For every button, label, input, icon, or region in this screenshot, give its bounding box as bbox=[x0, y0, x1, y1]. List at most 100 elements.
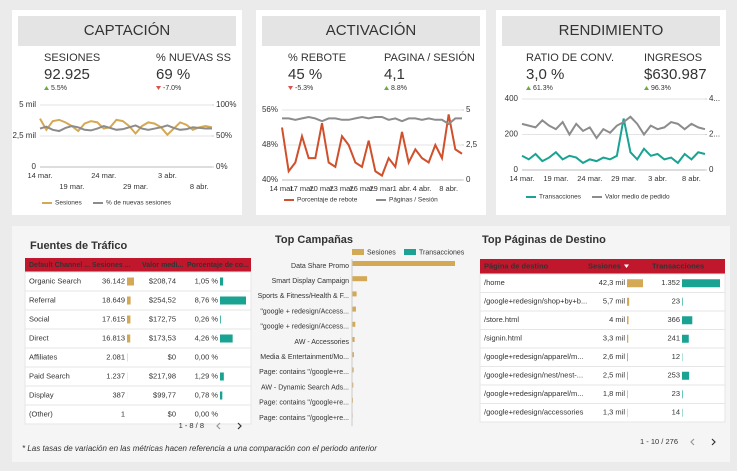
conversion: 0,00 % bbox=[195, 409, 219, 418]
sessions-bar bbox=[627, 353, 628, 362]
metric-label: RATIO DE CONV. bbox=[526, 52, 614, 64]
transactions: 23 bbox=[672, 297, 680, 306]
category-label: AW - Accessories bbox=[294, 339, 349, 346]
transactions: 1.352 bbox=[661, 278, 680, 287]
change-arrow bbox=[644, 86, 649, 90]
metric-change: 61.3% bbox=[533, 85, 553, 92]
change-arrow bbox=[288, 86, 293, 90]
legend-label: Páginas / Sesión bbox=[389, 197, 438, 204]
channel: Paid Search bbox=[29, 371, 70, 380]
metric-label: % NUEVAS SS bbox=[156, 52, 231, 64]
sessions-bar bbox=[627, 279, 643, 288]
legend-label: Transacciones bbox=[539, 194, 582, 201]
category-label: Sports & Fitness/Health & F... bbox=[258, 293, 349, 300]
channel: Direct bbox=[29, 333, 50, 342]
avg-value: $0 bbox=[168, 352, 176, 361]
y-tick-label: 56% bbox=[262, 105, 278, 114]
conversion-bar bbox=[220, 277, 224, 286]
page-path: /home bbox=[484, 278, 505, 287]
y2-tick-label: 5 bbox=[466, 105, 471, 114]
sessions-bar bbox=[627, 297, 630, 306]
column-header: Porcentaje de co... bbox=[187, 262, 249, 269]
series-line bbox=[39, 124, 212, 133]
x-tick-label: 24 mar. bbox=[91, 171, 116, 180]
next-page[interactable] bbox=[237, 422, 242, 430]
y-tick-label: 400 bbox=[505, 94, 519, 103]
bar bbox=[352, 306, 356, 312]
sessions: 1 bbox=[121, 409, 125, 418]
metric-label: SESIONES bbox=[44, 52, 100, 64]
x-tick-label: 14 mar. bbox=[27, 171, 52, 180]
channel: Display bbox=[29, 390, 54, 399]
conversion: 8,76 % bbox=[195, 295, 219, 304]
x-tick-label: 29 mar. bbox=[369, 184, 394, 193]
avg-value: $172,75 bbox=[149, 314, 176, 323]
sessions-bar bbox=[127, 334, 131, 343]
category-label: Page: contains "/google+re... bbox=[259, 369, 349, 376]
next-page[interactable] bbox=[711, 438, 716, 446]
avg-value: $0 bbox=[168, 409, 176, 418]
sessions: 36.142 bbox=[102, 276, 125, 285]
y2-tick-label: 2... bbox=[709, 130, 720, 139]
avg-value: $99,77 bbox=[153, 390, 176, 399]
prev-page[interactable] bbox=[690, 438, 695, 446]
column-header: Valor medi... bbox=[142, 262, 183, 269]
metric-value: 69 % bbox=[156, 66, 190, 83]
chart-title: Top Campañas bbox=[275, 234, 353, 246]
transactions: 253 bbox=[667, 371, 680, 380]
category-label: "google + redesign/Access... bbox=[260, 324, 349, 331]
table-header bbox=[480, 259, 725, 274]
series-line bbox=[281, 114, 463, 178]
x-tick-label: 3 abr. bbox=[648, 174, 667, 183]
page-path: /store.html bbox=[484, 315, 519, 324]
bar bbox=[352, 337, 355, 342]
metric-label: INGRESOS bbox=[644, 52, 702, 64]
bar bbox=[352, 352, 354, 358]
column-header: Sesiones bbox=[588, 261, 621, 270]
transactions-bar bbox=[682, 390, 683, 399]
series-line bbox=[521, 115, 706, 140]
prev-page[interactable] bbox=[216, 422, 221, 430]
metric-label: PAGINA / SESIÓN bbox=[384, 51, 475, 64]
x-tick-label: 29 mar. bbox=[611, 174, 636, 183]
sessions: 1.237 bbox=[106, 371, 125, 380]
column-header: Default Channel ... bbox=[29, 262, 90, 269]
sessions: 18.649 bbox=[102, 295, 125, 304]
column-header: Sesiones ... bbox=[92, 262, 131, 269]
y2-tick-label: 0% bbox=[216, 162, 228, 171]
avg-value: $217,98 bbox=[149, 371, 176, 380]
pagination: 1 - 10 / 276 bbox=[640, 437, 678, 446]
metric-change: 8.8% bbox=[391, 85, 407, 92]
y-tick-label: 40% bbox=[262, 175, 278, 184]
x-tick-label: 26 mar. bbox=[349, 184, 374, 193]
sessions: 2,6 mil bbox=[603, 352, 625, 361]
legend-swatch bbox=[404, 249, 416, 255]
series-line bbox=[521, 118, 706, 165]
change-arrow bbox=[44, 86, 49, 90]
conversion-bar bbox=[220, 391, 223, 400]
metric-value: 4,1 bbox=[384, 66, 405, 83]
metric-change: 96.3% bbox=[651, 85, 671, 92]
x-tick-label: 19 mar. bbox=[59, 182, 84, 191]
sessions-bar bbox=[127, 277, 134, 286]
page-path: /signin.html bbox=[484, 334, 522, 343]
sessions: 16.813 bbox=[102, 333, 125, 342]
series-line bbox=[39, 118, 213, 137]
x-tick-label: 19 mar. bbox=[543, 174, 568, 183]
conversion-bar bbox=[220, 334, 233, 343]
x-tick-label: 3 abr. bbox=[158, 171, 177, 180]
channel: Social bbox=[29, 314, 50, 323]
conversion-bar bbox=[220, 296, 246, 305]
page-path: /google+redesign/apparel/m... bbox=[484, 352, 583, 361]
bar bbox=[352, 276, 368, 282]
table-title: Fuentes de Tráfico bbox=[30, 240, 127, 252]
y-tick-label: 0 bbox=[32, 162, 37, 171]
card-title: CAPTACIÓN bbox=[84, 22, 170, 39]
sort-icon[interactable] bbox=[624, 264, 629, 269]
metric-change: -7.0% bbox=[163, 85, 181, 92]
conversion: 1,29 % bbox=[195, 371, 219, 380]
change-arrow bbox=[384, 86, 389, 90]
metric-change: 5.5% bbox=[51, 85, 67, 92]
sessions: 1,3 mil bbox=[603, 408, 625, 417]
